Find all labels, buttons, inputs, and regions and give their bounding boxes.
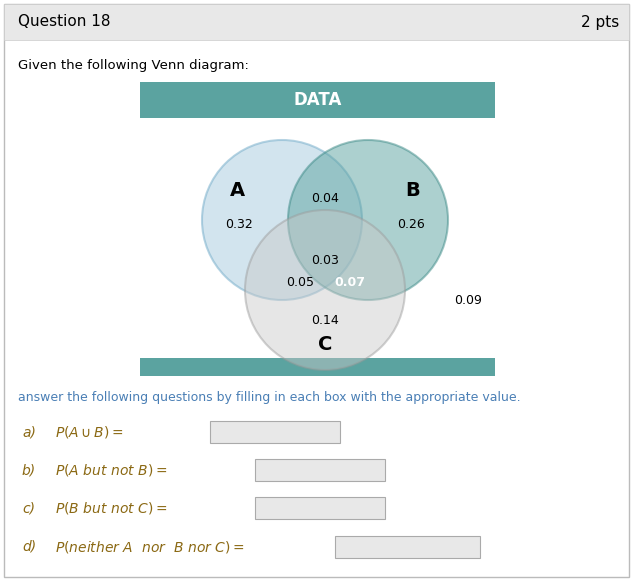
Text: Given the following Venn diagram:: Given the following Venn diagram: — [18, 59, 249, 71]
Text: B: B — [406, 181, 420, 199]
Text: 0.09: 0.09 — [454, 293, 482, 307]
Text: 0.32: 0.32 — [225, 218, 253, 231]
Circle shape — [288, 140, 448, 300]
Text: C: C — [318, 335, 332, 354]
Text: $P(\mathit{neither}\ A\ \ \mathit{nor}\ \ B\ \mathit{nor}\ C) =$: $P(\mathit{neither}\ A\ \ \mathit{nor}\ … — [55, 539, 245, 555]
Text: $P(B\ \mathit{but\ not}\ C) =$: $P(B\ \mathit{but\ not}\ C) =$ — [55, 500, 168, 516]
Text: b): b) — [22, 463, 36, 477]
Text: DATA: DATA — [293, 91, 342, 109]
Bar — [255, 497, 385, 519]
Text: Question 18: Question 18 — [18, 15, 111, 30]
Text: 0.04: 0.04 — [311, 192, 339, 205]
Text: 0.03: 0.03 — [311, 253, 339, 267]
Text: $P(A\ \mathit{but\ not}\ B) =$: $P(A\ \mathit{but\ not}\ B) =$ — [55, 462, 167, 478]
Text: 0.07: 0.07 — [334, 275, 365, 289]
Bar — [255, 459, 385, 481]
Text: c): c) — [22, 501, 35, 515]
Text: $P(A \cup B) =$: $P(A \cup B) =$ — [55, 424, 123, 440]
Circle shape — [245, 210, 405, 370]
Text: 0.14: 0.14 — [311, 314, 339, 327]
Text: answer the following questions by filling in each box with the appropriate value: answer the following questions by fillin… — [18, 392, 520, 404]
Text: 2 pts: 2 pts — [580, 15, 619, 30]
Text: a): a) — [22, 425, 36, 439]
Bar — [140, 82, 495, 118]
Bar — [210, 421, 340, 443]
Circle shape — [202, 140, 362, 300]
Bar — [335, 536, 480, 558]
Text: d): d) — [22, 540, 36, 554]
Text: 0.26: 0.26 — [397, 218, 425, 231]
Bar — [4, 4, 629, 40]
Text: A: A — [229, 181, 244, 199]
Text: 0.05: 0.05 — [286, 275, 314, 289]
Bar — [140, 358, 495, 376]
